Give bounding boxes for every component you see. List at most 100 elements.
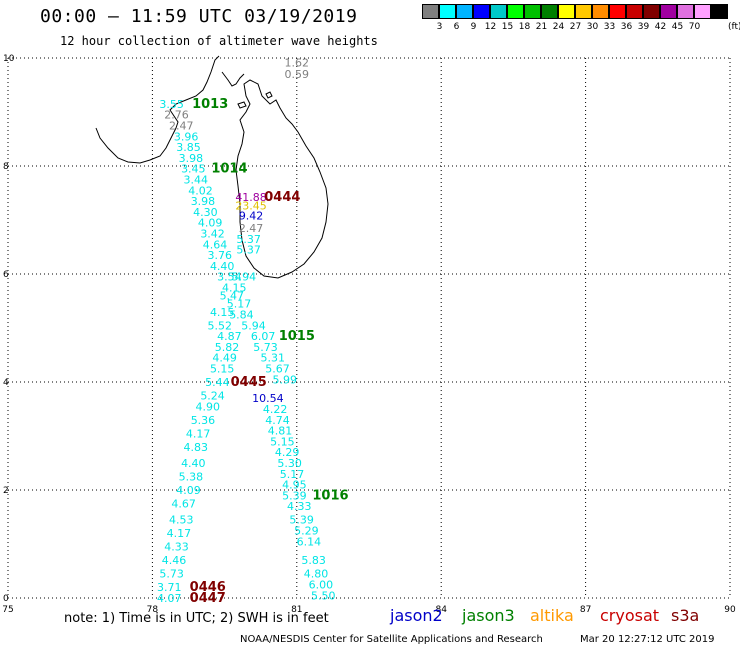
satellite-legend-altika: altika bbox=[530, 606, 574, 625]
wave-height-value: 5.15 bbox=[210, 363, 235, 376]
palk-strait-islet bbox=[265, 91, 273, 99]
wave-height-value: 3.71 bbox=[157, 581, 182, 594]
colorbar-tick-label: 21 bbox=[535, 22, 548, 32]
pass-id-label: 0444 bbox=[264, 190, 300, 205]
wave-height-value: 4.02 bbox=[188, 184, 213, 197]
wave-height-value: 3.76 bbox=[208, 249, 233, 262]
wave-height-value: 5.24 bbox=[200, 390, 225, 403]
colorbar-tick-label: 3 bbox=[436, 22, 443, 32]
wave-height-value: 4.81 bbox=[268, 425, 293, 438]
colorbar-tick-label: 70 bbox=[688, 22, 701, 32]
satellite-legend-jason2: jason2 bbox=[390, 606, 443, 625]
wave-height-value: 4.33 bbox=[287, 500, 312, 513]
pass-id-label: 1015 bbox=[279, 329, 315, 344]
wave-height-labels: 1.620.593.55 10132.762.473.963.853.983.45… bbox=[157, 56, 349, 606]
wave-height-value: 5.47 bbox=[220, 290, 245, 303]
wave-height-value: 2.47 bbox=[169, 120, 194, 133]
wave-height-value: 4.30 bbox=[193, 206, 218, 219]
colorbar-tick-label: 18 bbox=[518, 22, 531, 32]
wave-height-value: 3.54 bbox=[217, 271, 242, 284]
colorbar-tick-label: 9 bbox=[470, 22, 477, 32]
wave-height-value: 4.80 bbox=[304, 568, 329, 581]
wave-height-value: 5.52 bbox=[208, 319, 233, 332]
india-coastline bbox=[95, 55, 245, 164]
pass-id-label: 0446 bbox=[190, 580, 226, 595]
wave-height-value: 4.49 bbox=[212, 352, 237, 365]
pass-id-label: 1014 bbox=[211, 162, 247, 177]
wave-height-value: 4.46 bbox=[162, 554, 187, 567]
wave-height-value: 5.39 bbox=[289, 514, 314, 527]
wave-height-value: 5.29 bbox=[294, 525, 319, 538]
lon-tick-label: 87 bbox=[580, 605, 591, 615]
pass-id-label: 1016 bbox=[312, 488, 348, 503]
colorbar-swatch bbox=[473, 4, 490, 19]
wave-height-value: 5.38 bbox=[179, 471, 204, 484]
wave-height-value: 4.09 bbox=[176, 484, 201, 497]
wave-height-value: 3.85 bbox=[176, 141, 201, 154]
wave-height-value: 4.40 bbox=[210, 260, 235, 273]
colorbar-tick-label: 39 bbox=[637, 22, 650, 32]
colorbar-swatch bbox=[490, 4, 507, 19]
wave-height-value: 4.74 bbox=[265, 414, 290, 427]
wave-height-value: 4.53 bbox=[169, 514, 194, 527]
pass-id-label: 0445 bbox=[231, 375, 267, 390]
coastline bbox=[95, 55, 329, 279]
colorbar-tick-label: 42 bbox=[654, 22, 667, 32]
wave-height-value: 5.36 bbox=[191, 414, 216, 427]
satellite-legend-cryosat: cryosat bbox=[600, 606, 660, 625]
wave-height-value: 5.31 bbox=[260, 352, 285, 365]
wave-height-value: 5.50 bbox=[311, 589, 336, 602]
wave-height-value: 4.67 bbox=[171, 498, 196, 511]
lat-tick-label: 2 bbox=[3, 486, 9, 496]
wave-height-value: 4.64 bbox=[203, 238, 228, 251]
wave-height-value: 5.30 bbox=[277, 457, 302, 470]
lon-tick-label: 81 bbox=[291, 605, 302, 615]
wave-height-value: 3.98 bbox=[191, 195, 216, 208]
wave-height-value: 4.15 bbox=[210, 306, 235, 319]
wave-height-value: 5.15 bbox=[270, 435, 295, 448]
page-subtitle: 12 hour collection of altimeter wave hei… bbox=[60, 34, 378, 48]
colorbar-tick-label: 15 bbox=[501, 22, 514, 32]
colorbar-swatch bbox=[643, 4, 660, 19]
colorbar-tick-label: 24 bbox=[552, 22, 565, 32]
wave-height-value: 5.94 bbox=[232, 271, 257, 284]
wave-height-value: 3.98 bbox=[179, 152, 204, 165]
wave-height-value: 5.99 bbox=[273, 373, 298, 386]
wave-height-value: 5.82 bbox=[215, 341, 240, 354]
wave-height-value: 2.47 bbox=[239, 222, 264, 235]
sri-lanka-coastline bbox=[235, 79, 329, 279]
footer-timestamp: Mar 20 12:27:12 UTC 2019 bbox=[580, 634, 715, 645]
wave-height-value: 6.00 bbox=[309, 579, 334, 592]
wave-height-value: 6.07 bbox=[251, 330, 276, 343]
wave-height-value: 4.22 bbox=[263, 403, 288, 416]
lat-tick-label: 8 bbox=[3, 162, 9, 172]
wave-height-value: 5.94 bbox=[241, 319, 266, 332]
wave-height-value: 4.95 bbox=[282, 479, 307, 492]
colorbar-tick-label: 45 bbox=[671, 22, 684, 32]
wave-height-value: 5.37 bbox=[236, 244, 261, 257]
wave-height-value: 4.40 bbox=[181, 457, 206, 470]
colorbar-swatch bbox=[626, 4, 643, 19]
footer-credit: NOAA/NESDIS Center for Satellite Applica… bbox=[240, 634, 543, 645]
colorbar-swatch bbox=[524, 4, 541, 19]
wave-height-value: 9.42 bbox=[239, 210, 264, 223]
mannar-island-coastline bbox=[237, 101, 247, 109]
colorbar-swatch bbox=[507, 4, 524, 19]
lat-tick-label: 6 bbox=[3, 270, 9, 280]
wave-height-value: 4.17 bbox=[186, 427, 211, 440]
page-title: 00:00 – 11:59 UTC 03/19/2019 bbox=[40, 6, 358, 27]
colorbar-unit-label: (ft) bbox=[728, 22, 740, 32]
colorbar-tick-label: 36 bbox=[620, 22, 633, 32]
lon-tick-label: 84 bbox=[435, 605, 447, 615]
wave-height-value: 23.45 bbox=[235, 199, 267, 212]
lon-tick-label: 75 bbox=[2, 605, 13, 615]
wave-height-value: 5.37 bbox=[236, 233, 261, 246]
satellite-legend-jason3: jason3 bbox=[462, 606, 515, 625]
wave-height-value: 2.76 bbox=[164, 109, 189, 122]
wave-height-value: 5.17 bbox=[280, 468, 305, 481]
wave-height-value: 41.88 bbox=[235, 191, 267, 204]
wave-height-value: 3.42 bbox=[200, 228, 225, 241]
